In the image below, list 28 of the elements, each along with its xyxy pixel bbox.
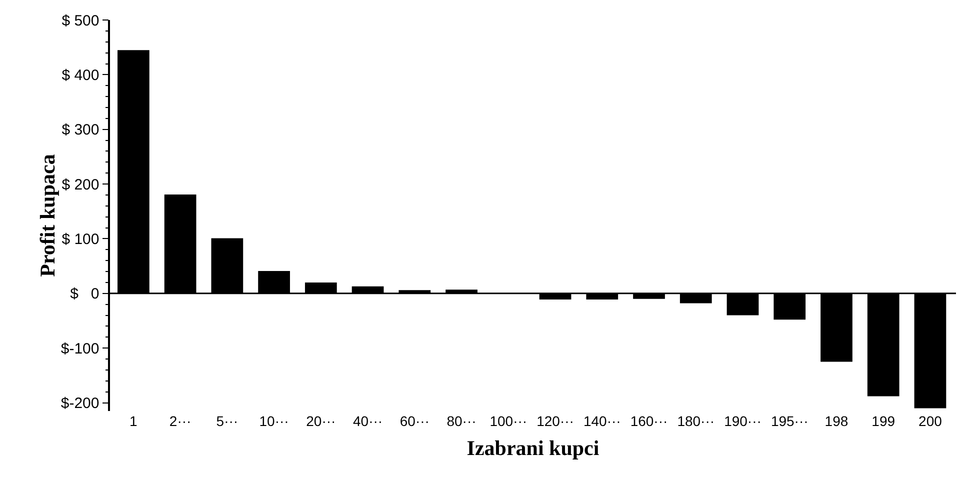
x-tick-label: 180··· xyxy=(677,413,715,429)
y-tick-label: $ 200 xyxy=(62,176,100,194)
x-tick-label: 198 xyxy=(824,413,848,429)
x-tick-label: 20··· xyxy=(306,413,336,429)
x-tick-label: 140··· xyxy=(583,413,621,429)
x-tick-label: 80··· xyxy=(446,413,476,429)
x-tick-label: 200 xyxy=(918,413,942,429)
y-tick-label: $ 300 xyxy=(62,122,100,139)
y-tick-label: $ 500 xyxy=(62,12,100,30)
x-tick-label: 195··· xyxy=(770,413,808,429)
x-tick-label: 1 xyxy=(130,413,138,429)
x-tick-label: 2··· xyxy=(169,413,192,429)
x-tick-label: 40··· xyxy=(353,413,383,429)
x-tick-label: 160··· xyxy=(630,413,668,429)
y-tick-label: $-100 xyxy=(60,340,100,358)
y-tick-label: $ 400 xyxy=(62,66,100,84)
x-tick-label: 10··· xyxy=(259,413,289,429)
y-axis-title: Profit kupaca xyxy=(36,154,60,277)
y-tick-label: $-200 xyxy=(60,395,100,412)
x-tick-label: 190··· xyxy=(724,413,762,429)
x-tick-label: 100··· xyxy=(490,413,528,429)
x-axis-title: Izabrani kupci xyxy=(466,436,600,460)
x-tick-label: 60··· xyxy=(400,413,430,429)
y-tick-label: $ 0 xyxy=(70,286,100,303)
x-tick-label: 199 xyxy=(872,413,896,429)
x-tick-label: 5··· xyxy=(216,413,238,429)
x-tick-label: 120··· xyxy=(536,413,574,429)
y-tick-label: $ 100 xyxy=(62,230,100,248)
